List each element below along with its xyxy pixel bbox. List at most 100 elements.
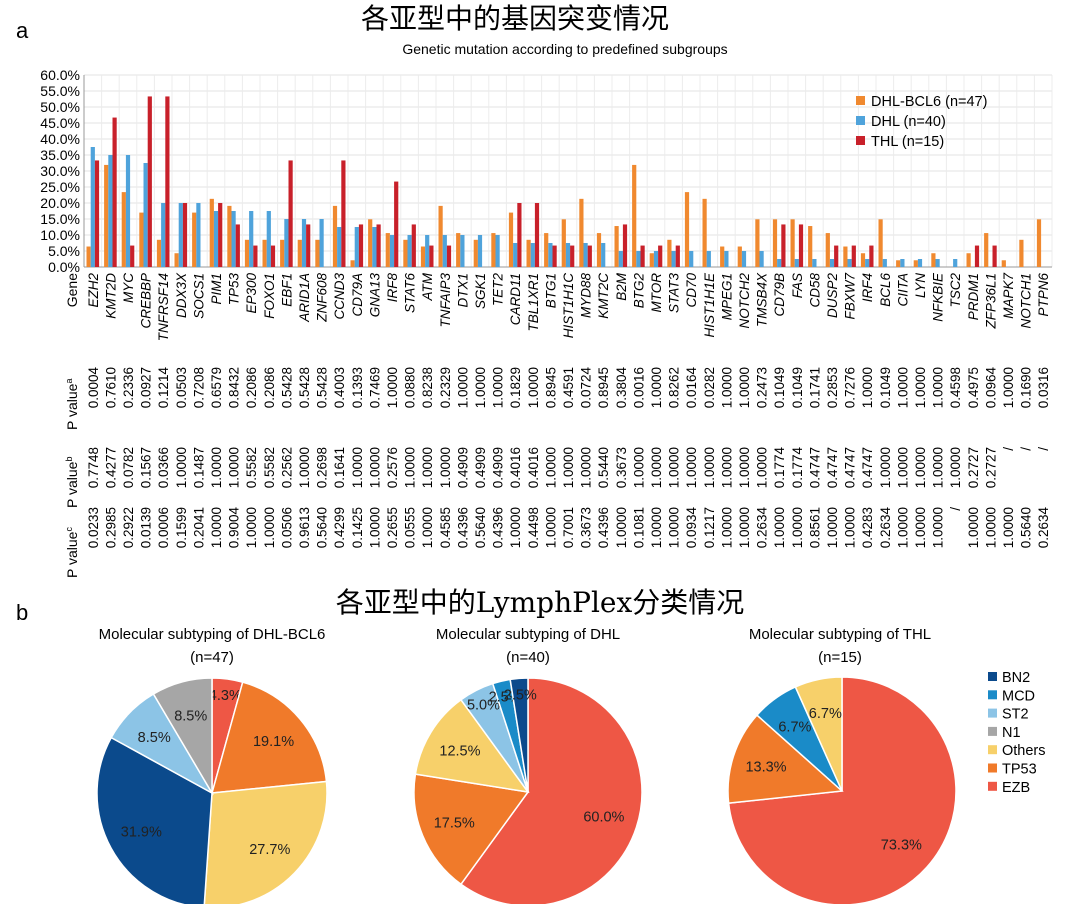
bar [913,260,918,267]
x-tick-label: TNFAIP3 [438,273,453,328]
y-tick-label: 30.0% [40,163,80,179]
bar [315,239,320,267]
x-tick-label: MYD88 [579,273,594,319]
pie-data-label: 5.0% [467,698,500,714]
pie-legend: BN2 MCD ST2 N1 Others TP53 EZB [988,670,1046,796]
pie-data-label: 31.9% [121,825,162,841]
bar [759,251,764,267]
p-value-cell: 1.0000 [420,447,435,488]
bar [280,239,285,267]
bar [534,203,540,267]
p-value-cell: 0.4396 [596,507,611,548]
p-value-cell: 0.8238 [420,367,435,408]
bar [618,251,623,267]
bar [121,192,126,267]
bar [992,245,997,267]
x-tick-label: FOXO1 [262,273,277,319]
x-tick-label: TNFRSF14 [156,273,171,341]
p-value-cell: 0.4747 [807,447,822,488]
x-tick-label: TET2 [491,273,506,306]
pie-data-label: 2.5% [504,687,537,703]
x-tick-label: DDX3X [174,272,189,318]
y-tick-label: 15.0% [40,211,80,227]
y-tick-label: 20.0% [40,195,80,211]
bar [143,163,148,267]
bar [649,253,654,267]
p-value-cell: 1.0000 [420,507,435,548]
pie-data-label: 6.7% [778,720,811,736]
bar [477,235,483,267]
pie-slice [459,677,643,904]
x-tick-label: NOTCH1 [1019,273,1034,329]
p-value-cell: 0.1741 [807,367,822,408]
bar [601,243,606,267]
x-tick-label: DUSP2 [825,273,840,319]
x-tick-label: STAT3 [667,273,682,313]
bar [354,227,359,267]
x-tick-label: DTX1 [455,273,470,308]
bar [772,219,778,267]
bar [227,205,232,267]
x-tick-label: BTG1 [543,273,558,308]
p-value-cell: 0.2655 [385,507,400,548]
y-tick-label: 5.0% [48,243,80,259]
pie-data-label: 8.5% [174,708,207,724]
mutation-bar-chart: 0.0%5.0%10.0%15.0%20.0%25.0%30.0%35.0%40… [40,67,1053,341]
p-value-cell: 0.1049 [790,367,805,408]
p-value-cell: 0.4299 [332,507,347,548]
p-value-cell: 0.2634 [878,507,893,549]
p-value-cell: 1.0000 [631,447,646,488]
p-value-cell: 0.1487 [191,447,206,488]
p-value-cell: 0.4283 [860,507,875,548]
bar [130,245,135,267]
p-value-cell: 1.0000 [737,367,752,408]
p-value-cell: 1.0000 [174,447,189,488]
bar [865,259,870,267]
bar [737,246,742,267]
bar [389,235,395,267]
bar [495,235,500,267]
bar [491,233,496,267]
p-value-cell: 0.0282 [702,367,717,408]
p-value-cell: 1.0000 [297,447,312,488]
bar [411,224,416,267]
p-value-cell: 0.0004 [86,367,101,409]
pie1-title: Molecular subtyping of DHL-BCL6 [99,626,326,643]
bar [446,245,452,267]
y-tick-label: 0.0% [48,259,80,275]
pie-data-label: 12.5% [439,743,480,759]
bar [358,224,364,267]
p-value-cell: 0.8432 [227,367,242,408]
bar [530,243,535,267]
p-value-cell: 1.0000 [1001,507,1016,548]
p-value-cell: 0.0503 [174,367,189,408]
bar [825,233,830,267]
bar [178,203,183,267]
bar [851,245,856,267]
p-value-cell: 0.4975 [966,367,981,408]
bar [420,246,426,267]
bar [94,160,100,267]
p-value-cell: 1.0000 [719,447,734,488]
bar [407,235,412,267]
p-value-cell: 0.1214 [156,367,171,409]
p-value-cell: 0.0964 [983,367,998,409]
p-value-cell: 0.9613 [297,507,312,548]
p-value-cell: 0.6579 [209,367,224,408]
x-tick-label: CARD11 [508,273,523,325]
bar [403,239,408,267]
pie-data-label: 19.1% [253,734,294,750]
pie-legend-swatch [988,763,997,773]
p-value-cell: 1.0000 [737,447,752,488]
bar [513,243,518,267]
p-value-cell: 0.1393 [350,367,365,408]
pie2-title: Molecular subtyping of DHL [436,626,620,643]
bar [808,226,813,267]
p-value-cell: 1.0000 [931,447,946,488]
x-tick-label: CCND3 [332,273,347,320]
p-value-cell: 1.0000 [755,447,770,488]
bar [108,155,113,267]
pie-data-label: 17.5% [434,816,475,832]
bar [192,212,197,267]
bar [834,245,839,267]
